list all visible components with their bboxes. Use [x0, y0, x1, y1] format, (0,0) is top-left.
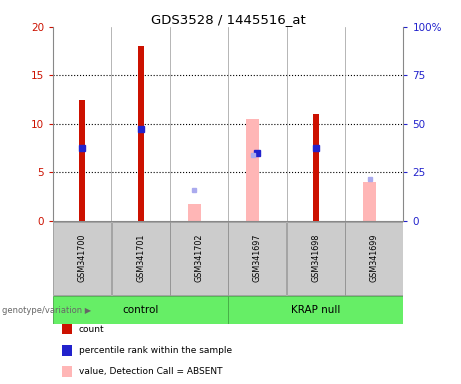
Text: value, Detection Call = ABSENT: value, Detection Call = ABSENT [79, 367, 222, 376]
Bar [228, 296, 403, 324]
Text: GSM341699: GSM341699 [370, 234, 378, 283]
Bar [138, 46, 143, 221]
Bar [170, 222, 228, 295]
Bar [53, 296, 228, 324]
Text: GSM341697: GSM341697 [253, 234, 262, 283]
Bar [363, 182, 376, 221]
Bar [313, 114, 319, 221]
Text: GSM341702: GSM341702 [195, 234, 203, 283]
Bar [229, 222, 286, 295]
Bar [112, 222, 170, 295]
Text: GSM341700: GSM341700 [78, 234, 87, 282]
Text: count: count [79, 324, 105, 334]
Bar [53, 222, 111, 295]
Bar [246, 119, 259, 221]
Text: control: control [123, 305, 159, 315]
Text: percentile rank within the sample: percentile rank within the sample [79, 346, 232, 355]
Bar [79, 99, 85, 221]
Text: GSM341698: GSM341698 [311, 234, 320, 282]
Bar [345, 222, 403, 295]
Bar [287, 222, 345, 295]
Bar [188, 204, 201, 221]
Text: GSM341701: GSM341701 [136, 234, 145, 282]
Text: genotype/variation ▶: genotype/variation ▶ [2, 306, 92, 314]
Title: GDS3528 / 1445516_at: GDS3528 / 1445516_at [151, 13, 306, 26]
Text: KRAP null: KRAP null [291, 305, 341, 315]
